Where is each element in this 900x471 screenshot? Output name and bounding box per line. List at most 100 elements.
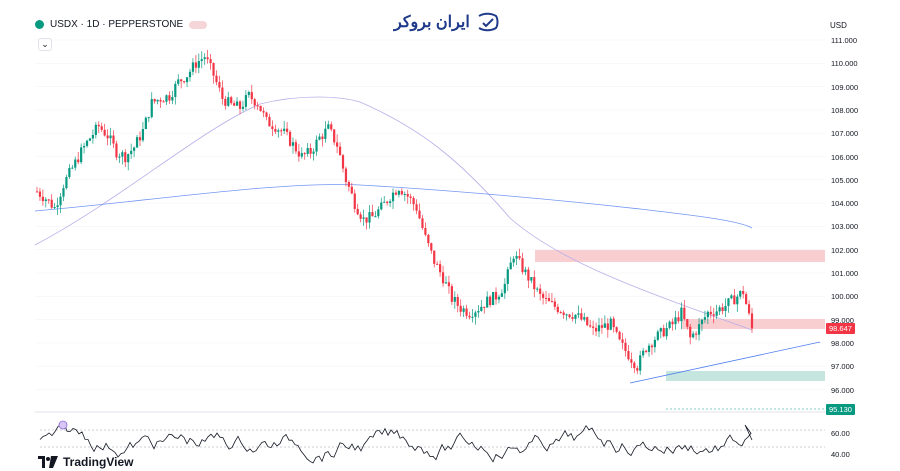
candle-body [489, 296, 492, 306]
candle-body [203, 57, 206, 60]
candle-body [418, 210, 421, 219]
candle-body [230, 97, 233, 104]
candle-body [465, 308, 468, 316]
price-tick-label: 96.000 [831, 385, 854, 395]
candle-body [112, 135, 115, 144]
candle-body [380, 202, 383, 210]
candle-body [497, 296, 501, 300]
candle-body [159, 99, 162, 102]
candle-body [383, 201, 386, 203]
candle-body [233, 103, 236, 106]
candle-body [191, 62, 195, 72]
candle-body [100, 126, 103, 130]
candle-body [271, 126, 274, 129]
candle-body [589, 325, 592, 327]
candle-body [165, 95, 168, 102]
candle-body [665, 327, 668, 337]
candle-body [65, 177, 68, 189]
candle-body [386, 201, 389, 203]
candle-body [553, 301, 556, 307]
candle-body [650, 345, 654, 348]
candle-body [659, 328, 662, 332]
trend-line [629, 341, 821, 384]
candle-body [344, 168, 348, 183]
candle-body [480, 306, 483, 311]
price-tick-label: 107.000 [831, 129, 859, 139]
price-tick-label: 97.000 [831, 362, 854, 372]
candle-body [85, 140, 89, 146]
candle-body [215, 75, 218, 83]
candle-body [297, 151, 300, 157]
candle-body [456, 297, 459, 306]
candle-body [477, 310, 480, 313]
candle-body [571, 317, 574, 319]
tradingview-logo[interactable]: TradingView [38, 455, 133, 469]
candle-body [262, 111, 265, 113]
tradingview-logo-text: TradingView [63, 455, 134, 469]
candle-body [53, 207, 56, 209]
candle-body [80, 147, 83, 163]
candle-body [371, 212, 374, 217]
candle-body [642, 350, 645, 356]
candle-body [424, 227, 427, 235]
candle-body [403, 194, 406, 196]
candle-body [200, 59, 203, 61]
candle-body [171, 96, 174, 101]
candle-body [562, 312, 565, 315]
candle-body [541, 293, 545, 298]
candle-body [471, 316, 474, 318]
candle-body [397, 190, 401, 195]
candle-body [368, 212, 371, 223]
candle-body [547, 298, 551, 302]
collapse-button[interactable]: ⌄ [38, 38, 52, 51]
candle-body [436, 263, 439, 265]
candle-body [153, 99, 156, 102]
candle-body [530, 277, 533, 281]
price-tick-label: 102.000 [831, 245, 859, 255]
candle-body [733, 295, 736, 305]
oscillator-marker-icon[interactable] [58, 420, 68, 430]
candle-body [550, 301, 554, 303]
candle-body [609, 318, 612, 330]
candle-body [700, 319, 704, 325]
candle-body [721, 307, 724, 311]
candle-body [656, 331, 659, 340]
candle-body [362, 217, 365, 219]
price-tick-label: 105.000 [831, 175, 859, 185]
price-tick-label: 100.000 [831, 292, 859, 302]
candle-body [250, 92, 253, 100]
candle-body [41, 196, 44, 202]
candle-body [212, 63, 215, 76]
symbol-header[interactable]: USDX · 1D · PEPPERSTONE [35, 19, 208, 30]
candle-body [677, 317, 680, 322]
candle-body [82, 145, 86, 148]
candle-body [44, 199, 47, 202]
candle-body [144, 117, 147, 130]
candle-body [680, 307, 683, 322]
candle-body [185, 77, 189, 83]
candle-body [338, 146, 342, 156]
candle-body [130, 150, 133, 155]
moving-average-fast [34, 96, 753, 331]
candle-body [430, 243, 433, 251]
candle-body [268, 116, 271, 127]
currency-label[interactable]: USD [830, 21, 847, 30]
candle-body [377, 209, 380, 217]
candle-body [156, 99, 159, 102]
candle-body [521, 258, 524, 273]
candle-body [286, 128, 289, 132]
candle-body [88, 138, 92, 141]
candle-body [315, 139, 318, 152]
candle-body [56, 205, 59, 208]
candle-body [615, 327, 618, 332]
candle-body [574, 314, 577, 319]
candle-body [265, 112, 268, 117]
candle-body [300, 153, 303, 157]
candle-body [568, 314, 571, 318]
candle-body [739, 290, 742, 297]
candle-body [689, 326, 692, 338]
candle-body [394, 192, 398, 195]
candle-body [556, 306, 559, 313]
candle-body [327, 124, 330, 129]
